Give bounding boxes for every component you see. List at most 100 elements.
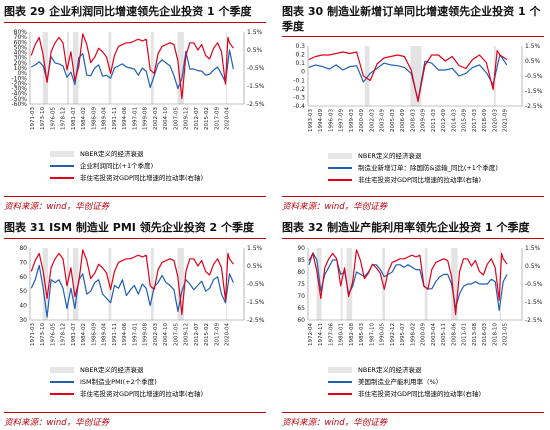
x-tick-label: 1991-11 xyxy=(112,107,118,130)
y-left-tick-label: 20% xyxy=(14,60,28,67)
x-tick-label: 1997-01 xyxy=(132,107,138,130)
legend-label: 非住宅投资对GDP同比增速的拉动率(右轴) xyxy=(358,390,482,398)
chart-panel-29: 图表 29 企业利润同比增速领先企业投资 1 个季度 80% 70% 60% 50% 40… xyxy=(0,0,272,214)
x-tick-label: 1971-03 xyxy=(30,107,36,130)
y-left-tick-label: -10% xyxy=(11,75,27,82)
x-tick-label: 2012-09 xyxy=(441,109,447,132)
chart-panel-30: 图表 30 制造业新增订单同比增速领先企业投资 1 个季度 0.3 0.2 0.1 0-… xyxy=(278,0,550,214)
y-left-tick-label: 50 xyxy=(19,288,27,295)
y-left-tick-label: 40% xyxy=(14,50,28,57)
y-left-tick-label: 60% xyxy=(14,39,28,46)
y-left-tick-label: 80 xyxy=(297,269,305,276)
legend-label: NBER定义的经济衰退 xyxy=(80,366,144,374)
legend-item-red: 非住宅投资对GDP同比增速的拉动率(右轴) xyxy=(328,174,498,186)
y-right-tick-label: -1.5% xyxy=(247,83,265,90)
y-right-tick-label: -1.5% xyxy=(525,299,543,306)
series-line-left xyxy=(308,252,508,311)
x-tick-label: 2017-03 xyxy=(472,109,478,132)
x-tick-label: 2006-09 xyxy=(400,109,406,132)
y-left-tick-label: 80 xyxy=(19,245,27,252)
x-tick-label: 1998-02 xyxy=(410,323,416,346)
y-left-tick-label: 65 xyxy=(297,305,305,312)
y-left-tick-label: 30 xyxy=(19,317,27,324)
title-rule xyxy=(4,238,266,239)
x-tick-label: 2015-02 xyxy=(204,323,210,346)
panel-title: 图表 30 制造业新增订单同比增速领先企业投资 1 个季度 xyxy=(282,4,544,34)
y-left-tick-label: 70% xyxy=(14,34,28,41)
y-left-tick-label: 0.1 xyxy=(295,60,305,67)
source-rule xyxy=(4,412,266,413)
x-tick-label: 1994-06 xyxy=(122,323,128,346)
x-tick-label: 1971-03 xyxy=(30,323,36,346)
x-tick-label: 2002-03 xyxy=(153,323,159,346)
x-tick-label: 1985-03 xyxy=(359,323,365,346)
y-left-tick-label: -20% xyxy=(11,80,27,87)
legend-label: 企业利润同比(+1个季度) xyxy=(80,162,154,170)
y-left-tick-label: 0 xyxy=(301,69,305,76)
legend-swatch-recession xyxy=(328,367,352,373)
source-rule xyxy=(282,196,544,197)
x-tick-label: 2004-10 xyxy=(163,323,169,346)
series-line-right xyxy=(308,49,508,103)
series-line-right xyxy=(30,249,234,316)
legend-swatch-blue xyxy=(328,381,352,383)
source-note: 资料来源：wind，华创证券 xyxy=(4,418,110,428)
title-rule xyxy=(282,36,544,37)
title-rule xyxy=(282,238,544,239)
x-tick-label: 1984-02 xyxy=(81,323,87,346)
y-right-tick-label: 1.5% xyxy=(525,43,541,50)
y-left-tick-label: 85 xyxy=(297,257,305,264)
x-tick-label: 2009-09 xyxy=(421,109,427,132)
legend-item-blue: 企业利润同比(+1个季度) xyxy=(50,160,203,172)
recession-band xyxy=(72,32,79,104)
x-tick-label: 2005-03 xyxy=(390,109,396,132)
legend-swatch-recession xyxy=(50,151,74,157)
y-right-tick-label: 1.5% xyxy=(525,245,541,252)
legend-label: NBER定义的经济衰退 xyxy=(80,150,144,158)
y-left-tick-label: 0.3 xyxy=(295,43,305,50)
x-tick-label: 1986-09 xyxy=(91,323,97,346)
series-line-right xyxy=(30,33,234,100)
x-tick-label: 1997-01 xyxy=(132,323,138,346)
x-tick-label: 2005-11 xyxy=(441,323,447,346)
title-rule xyxy=(4,22,266,23)
recession-band xyxy=(382,248,386,320)
y-left-tick-label: 50% xyxy=(14,44,28,51)
recession-band xyxy=(451,248,458,320)
y-right-tick-label: -1.5% xyxy=(525,88,543,95)
legend-item-recession: NBER定义的经济衰退 xyxy=(50,148,203,160)
legend-swatch-red xyxy=(328,393,352,395)
y-right-tick-label: -2.5% xyxy=(247,101,265,108)
x-tick-label: 1995-07 xyxy=(400,323,406,346)
figure-label: 图表 32 xyxy=(282,221,324,234)
legend-swatch-blue xyxy=(50,381,74,383)
x-tick-label: 2014-03 xyxy=(451,109,457,132)
y-left-tick-label: 75 xyxy=(297,281,305,288)
y-left-tick-label: -40% xyxy=(11,91,27,98)
x-tick-label: 2020-04 xyxy=(224,107,230,130)
recession-band xyxy=(424,248,428,320)
legend-item-red: 非住宅投资对GDP同比增速的拉动率(右轴) xyxy=(328,388,481,400)
figure-title: 制造业新增订单同比增速领先企业投资 1 个季度 xyxy=(282,5,541,33)
x-tick-label: 2011-03 xyxy=(431,109,437,132)
recession-band xyxy=(177,32,184,104)
x-tick-label: 1989-04 xyxy=(102,323,108,346)
y-right-tick-label: -0.5% xyxy=(247,281,265,288)
x-tick-label: 2021-05 xyxy=(502,323,508,346)
figure-label: 图表 30 xyxy=(282,5,324,18)
y-left-tick-label: 80% xyxy=(14,29,28,36)
chart-legend: NBER定义的经济衰退 制造业新增订单：除国防&运输_同比(+1个季度) 非住宅… xyxy=(328,150,498,186)
x-tick-label: 1976-05 xyxy=(50,323,56,346)
y-right-tick-label: 1.5% xyxy=(247,29,263,36)
y-left-tick-label: 40 xyxy=(19,303,27,310)
x-tick-label: 2000-09 xyxy=(421,323,427,346)
x-tick-label: 2016-03 xyxy=(482,323,488,346)
x-tick-label: 2003-09 xyxy=(380,109,386,132)
y-left-tick-label: -0.2 xyxy=(293,86,305,93)
y-left-tick-label: -0.4 xyxy=(293,103,305,110)
x-tick-label: 1973-10 xyxy=(40,107,46,130)
series-line-left xyxy=(31,49,234,90)
legend-item-recession: NBER定义的经济衰退 xyxy=(50,364,203,376)
y-left-tick-label: 10% xyxy=(14,65,28,72)
x-tick-label: 1997-09 xyxy=(339,109,345,132)
